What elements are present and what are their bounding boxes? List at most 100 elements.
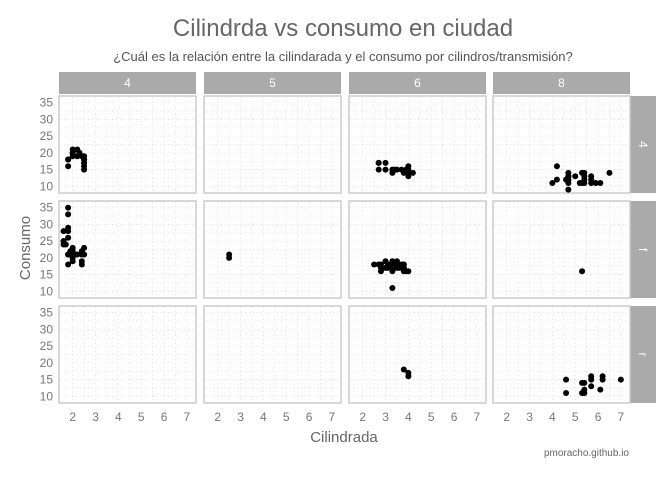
panel-background [203,200,342,299]
y-tick-label: 25 [40,234,54,248]
chart-caption: pmoracho.github.io [544,448,629,459]
data-point [581,389,588,396]
facet-panels: 4 5 6 84fr101520253035101520253035101520253… [40,72,656,424]
data-point [549,179,556,186]
data-point [371,261,378,268]
data-point [553,163,560,170]
y-tick-label: 20 [40,251,54,265]
x-tick-label: 3 [92,410,99,424]
data-point [572,173,579,180]
x-tick-label: 7 [618,410,625,424]
x-tick-label: 2 [503,410,510,424]
row-strip-label: r [636,353,650,357]
panel-background [492,95,631,194]
data-point [81,166,88,173]
data-point [60,228,67,235]
y-tick-label: 30 [40,112,54,126]
y-tick-label: 30 [40,322,54,336]
data-point [563,376,570,383]
data-point [405,373,412,380]
chart-subtitle: ¿Cuál es la relación entre la cilindarad… [113,49,573,64]
col-strip-label: 4 [124,76,131,90]
data-point [65,228,72,235]
panel-background [58,305,197,404]
x-tick-label: 5 [428,410,435,424]
chart-title: Cilindrda vs consumo en ciudad [173,15,513,42]
x-tick-label: 3 [526,410,533,424]
y-tick-label: 25 [40,129,54,143]
data-point [69,244,76,251]
data-point [62,241,69,248]
row-strip-label: 4 [636,141,650,148]
x-tick-label: 2 [214,410,221,424]
col-strip-label: 8 [558,76,565,90]
data-point [65,211,72,218]
data-point [389,258,396,265]
col-strip-label: 6 [414,76,421,90]
col-strip [204,72,341,94]
panel-background [492,305,631,404]
data-point [65,163,72,170]
data-point [588,176,595,183]
x-tick-label: 5 [283,410,290,424]
data-point [563,389,570,396]
data-point [65,204,72,211]
data-point [599,373,606,380]
data-point [78,261,85,268]
y-tick-label: 15 [40,268,54,282]
data-point [617,376,624,383]
data-point [597,386,604,393]
x-tick-label: 7 [329,410,336,424]
data-point [65,261,72,268]
data-point [226,254,233,261]
data-point [389,268,396,275]
panel-background [348,200,487,299]
data-point [69,149,76,156]
row-strip [630,306,656,403]
y-tick-label: 30 [40,217,54,231]
row-strip [630,201,656,298]
data-point [74,251,81,258]
data-point [69,258,76,265]
data-point [65,234,72,241]
x-tick-label: 3 [382,410,389,424]
panel-background [203,95,342,194]
x-tick-label: 4 [115,410,122,424]
x-tick-label: 4 [405,410,412,424]
x-tick-label: 4 [260,410,267,424]
x-tick-label: 7 [474,410,481,424]
data-point [375,159,382,166]
y-axis-title: Consumo [17,216,34,280]
y-tick-label: 35 [40,306,54,320]
col-strip [493,72,630,94]
panel-background [348,95,487,194]
data-point [400,366,407,373]
data-point [409,169,416,176]
data-point [581,179,588,186]
data-point [592,179,599,186]
data-point [588,373,595,380]
data-point [384,261,391,268]
y-tick-label: 35 [40,201,54,215]
panel-background [58,95,197,194]
y-tick-label: 20 [40,146,54,160]
x-tick-label: 6 [161,410,168,424]
col-strip-label: 5 [269,76,276,90]
x-tick-label: 6 [306,410,313,424]
data-point [81,251,88,258]
row-strip [630,96,656,193]
x-tick-label: 5 [138,410,145,424]
y-tick-label: 15 [40,373,54,387]
data-point [405,268,412,275]
y-tick-label: 25 [40,339,54,353]
data-point [382,166,389,173]
y-tick-label: 35 [40,96,54,110]
data-point [565,169,572,176]
data-point [81,244,88,251]
col-strip [59,72,196,94]
col-strip [349,72,486,94]
x-tick-label: 7 [184,410,191,424]
x-tick-label: 3 [237,410,244,424]
data-point [581,173,588,180]
